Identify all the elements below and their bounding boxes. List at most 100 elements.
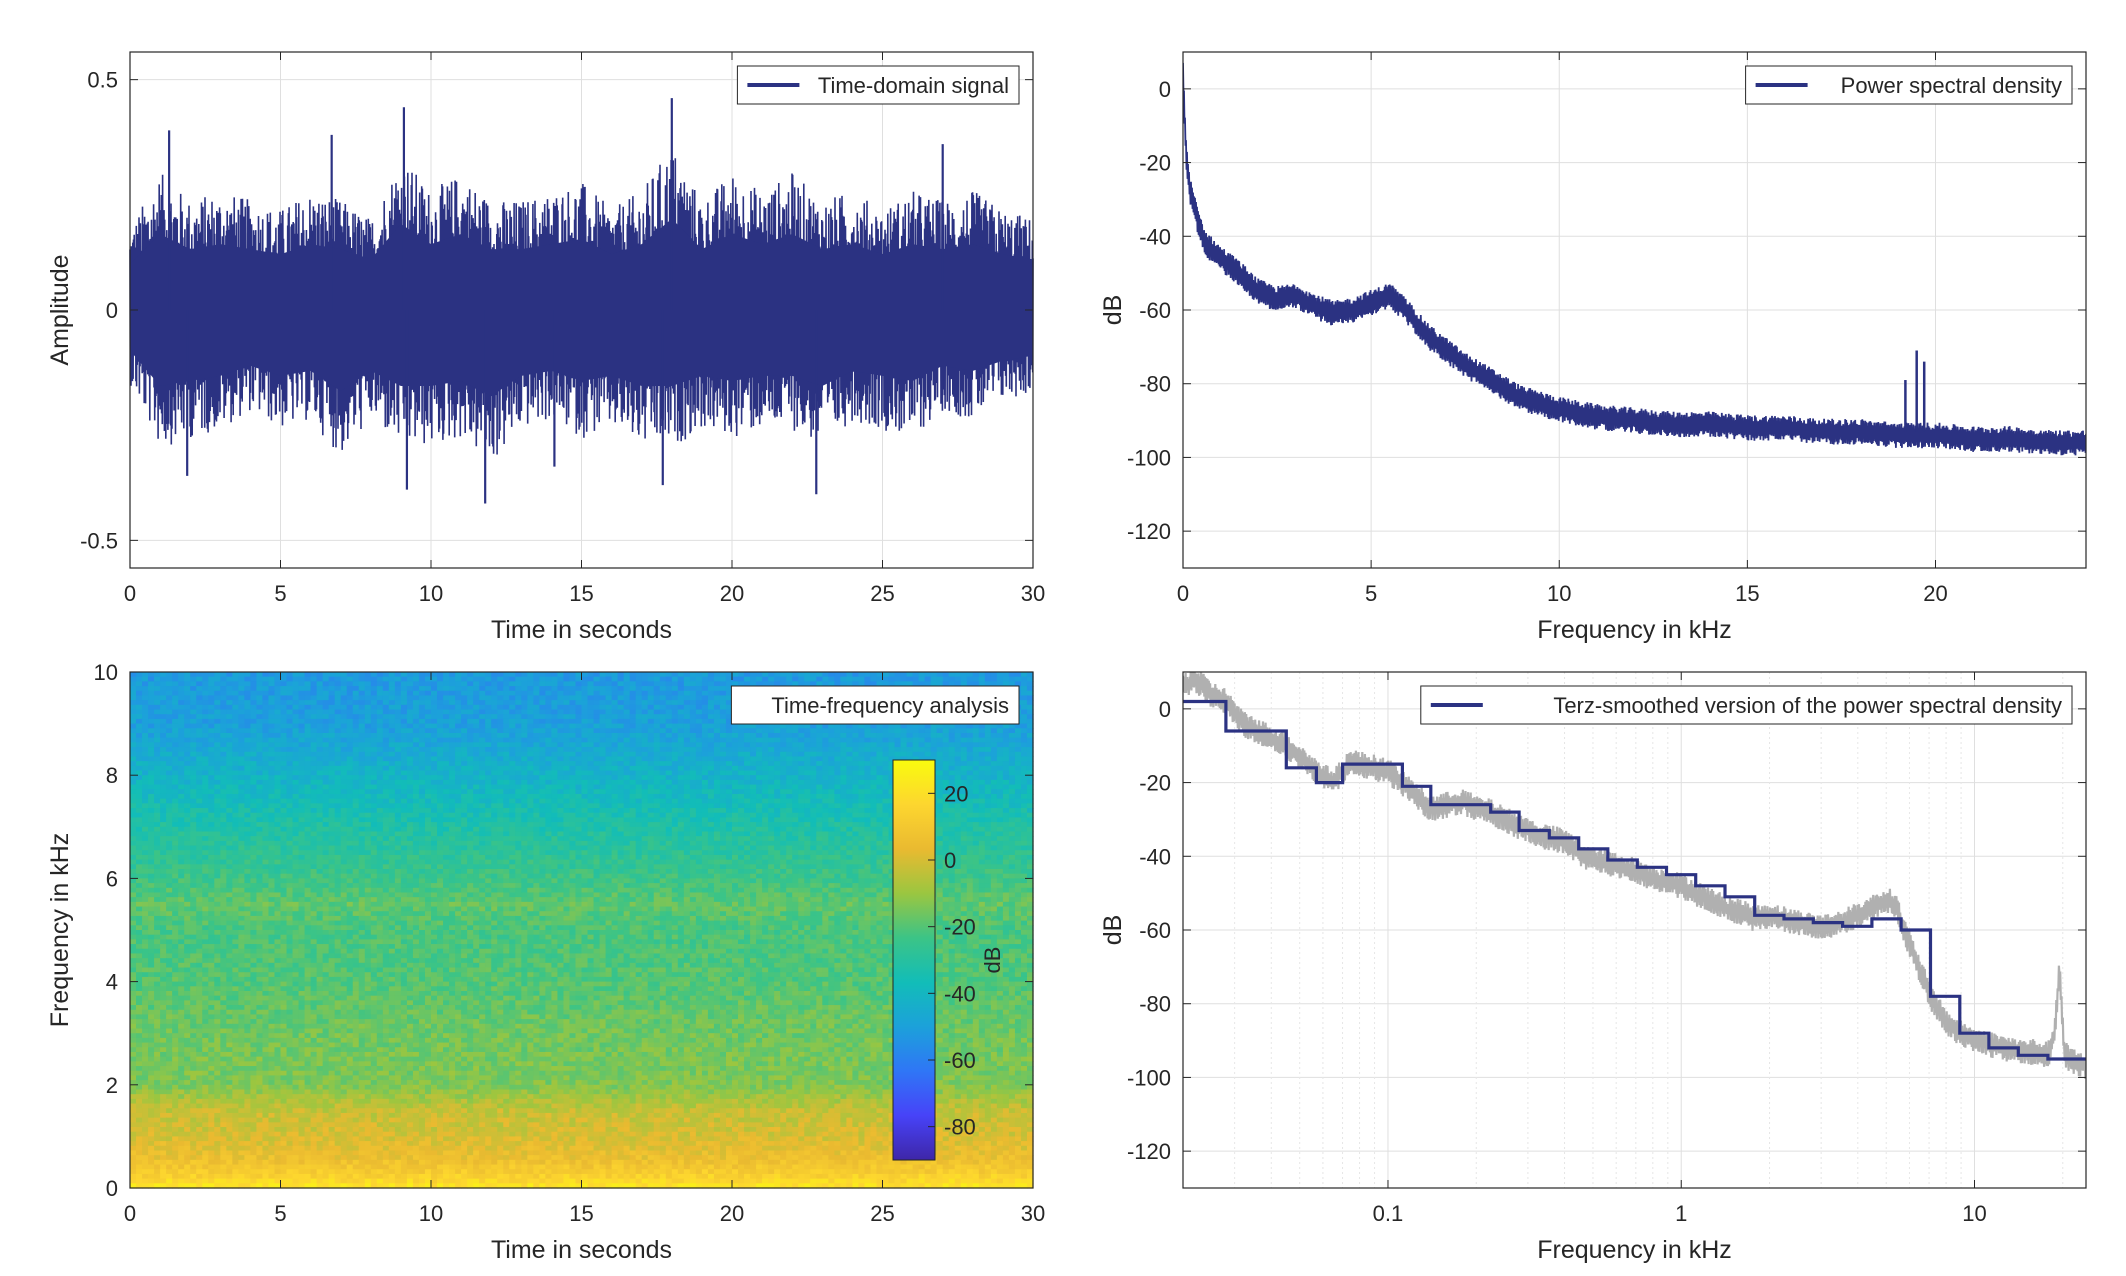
heatmap-cell <box>238 761 245 767</box>
heatmap-cell <box>142 704 149 711</box>
heatmap-cell <box>322 822 330 828</box>
heatmap-cell <box>1026 793 1034 800</box>
heatmap-cell <box>623 690 631 697</box>
heatmap-cell <box>575 775 583 781</box>
heatmap-cell <box>431 686 438 692</box>
heatmap-cell <box>178 756 185 762</box>
heatmap-cell <box>130 742 137 748</box>
heatmap-cell <box>876 737 884 743</box>
heatmap-cell <box>1020 681 1028 687</box>
heatmap-cell <box>671 803 679 809</box>
heatmap-cell <box>1008 770 1016 776</box>
heatmap-cell <box>437 751 444 758</box>
heatmap-cell <box>340 747 348 753</box>
heatmap-cell <box>816 756 823 762</box>
heatmap-cell <box>292 728 300 734</box>
heatmap-cell <box>533 779 540 786</box>
heatmap-cell <box>418 779 426 786</box>
heatmap-cell <box>593 793 601 800</box>
heatmap-cell <box>996 798 1004 804</box>
heatmap-cell <box>340 784 348 790</box>
heatmap-cell <box>774 808 781 814</box>
heatmap-cell <box>220 812 227 819</box>
heatmap-cell <box>142 751 149 758</box>
heatmap-cell <box>274 808 282 814</box>
heatmap-cell <box>226 784 233 790</box>
heatmap-cell <box>689 681 697 687</box>
heatmap-cell <box>575 732 583 739</box>
heatmap-cell <box>756 737 763 743</box>
heatmap-cell <box>461 686 468 692</box>
heatmap-cell <box>166 742 173 748</box>
heatmap-cell <box>262 761 270 767</box>
heatmap-cell <box>972 765 980 772</box>
heatmap-cell <box>322 798 330 804</box>
heatmap-cell <box>834 676 841 682</box>
heatmap-cell <box>358 681 366 687</box>
heatmap-cell <box>485 747 492 753</box>
heatmap-cell <box>190 700 197 706</box>
heatmap-cell <box>316 770 324 776</box>
heatmap-cell <box>310 681 318 687</box>
heatmap-cell <box>954 732 962 739</box>
heatmap-cell <box>954 793 962 800</box>
heatmap-cell <box>689 672 697 678</box>
heatmap-cell <box>647 700 655 706</box>
heatmap-cell <box>473 803 480 809</box>
heatmap-cell <box>683 686 691 692</box>
heatmap-cell <box>840 784 847 790</box>
heatmap-cell <box>485 817 492 823</box>
heatmap-cell <box>647 723 655 729</box>
heatmap-cell <box>400 737 408 743</box>
heatmap-cell <box>256 718 264 725</box>
heatmap-cell <box>822 789 829 795</box>
heatmap-cell <box>286 709 294 715</box>
heatmap-cell <box>1020 737 1028 743</box>
heatmap-cell <box>629 728 637 734</box>
heatmap-cell <box>948 789 956 795</box>
heatmap-cell <box>707 681 715 687</box>
heatmap-cell <box>870 732 878 739</box>
heatmap-cell <box>762 793 769 800</box>
heatmap-cell <box>864 775 872 781</box>
legend-entry: Power spectral density <box>1841 73 2062 98</box>
heatmap-cell <box>816 728 823 734</box>
heatmap-cell <box>250 676 258 682</box>
heatmap-cell <box>587 798 595 804</box>
heatmap-cell <box>376 676 384 682</box>
heatmap-cell <box>641 765 649 772</box>
heatmap-cell <box>581 789 589 795</box>
heatmap-cell <box>208 718 215 725</box>
heatmap-cell <box>497 686 504 692</box>
heatmap-cell <box>202 718 209 725</box>
heatmap-cell <box>641 690 649 697</box>
heatmap-cell <box>394 761 402 767</box>
heatmap-cell <box>406 756 414 762</box>
heatmap-cell <box>719 812 727 819</box>
heatmap-cell <box>1020 700 1028 706</box>
heatmap-cell <box>304 812 312 819</box>
heatmap-cell <box>719 798 727 804</box>
heatmap-cell <box>557 704 565 711</box>
heatmap-cell <box>888 751 896 758</box>
heatmap-cell <box>268 723 276 729</box>
heatmap-cell <box>160 714 167 720</box>
heatmap-cell <box>172 789 179 795</box>
heatmap-cell <box>569 704 577 711</box>
heatmap-cell <box>418 709 426 715</box>
heatmap-cell <box>178 779 185 786</box>
heatmap-cell <box>376 770 384 776</box>
heatmap-cell <box>244 732 251 739</box>
heatmap-cell <box>533 765 540 772</box>
heatmap-cell <box>154 761 161 767</box>
heatmap-cell <box>262 756 270 762</box>
heatmap-cell <box>154 709 161 715</box>
heatmap-cell <box>738 775 745 781</box>
heatmap-cell <box>364 770 372 776</box>
heatmap-cell <box>424 732 432 739</box>
heatmap-cell <box>647 808 655 814</box>
heatmap-cell <box>184 798 191 804</box>
heatmap-cell <box>972 747 980 753</box>
heatmap-cell <box>533 723 540 729</box>
heatmap-cell <box>840 812 847 819</box>
